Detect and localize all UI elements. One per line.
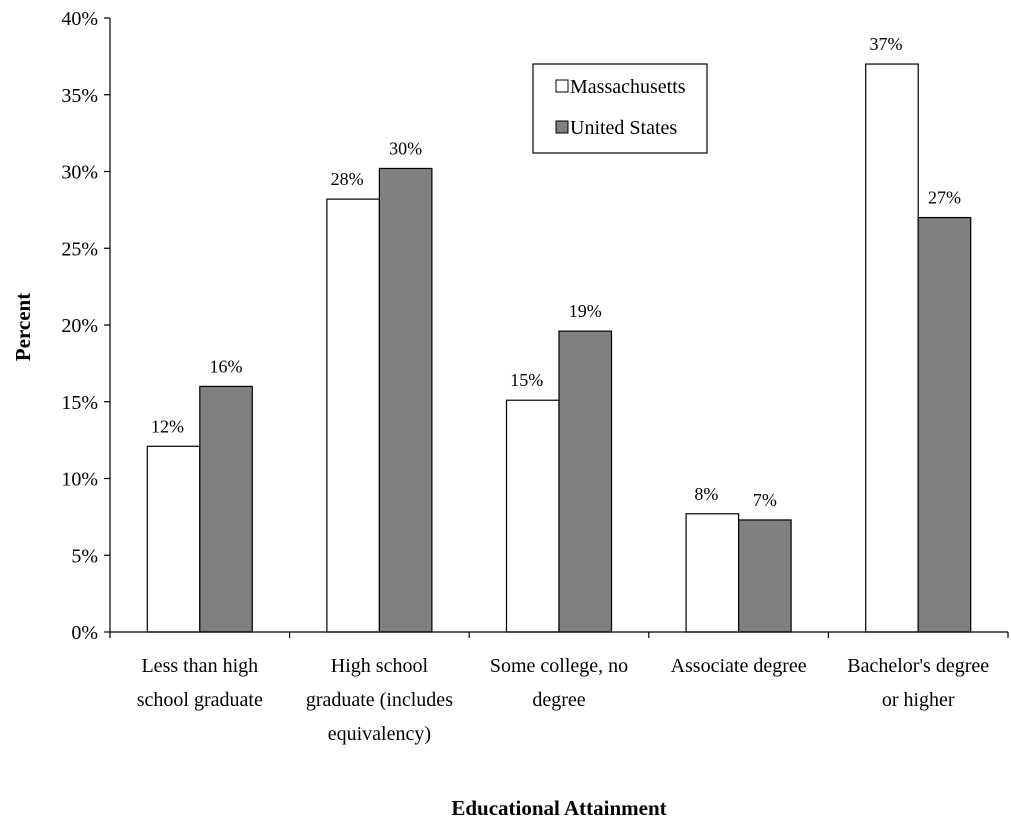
data-labels: 12% 16% 28% 30% 15% 19% 8% 7% 37% 27% [151,34,961,510]
legend-label-massachusetts: Massachusetts [570,76,686,98]
data-label: 12% [151,416,184,436]
x-category-label: High school graduate (includes equivalency… [306,655,453,745]
bar-united-states [378,167,433,633]
data-label: 19% [569,301,602,321]
legend-swatch-massachusetts [555,79,569,93]
x-axis-categories: Less than high school graduate High school… [137,655,989,745]
y-tick-label: 10% [61,469,98,491]
bar-massachusetts [146,445,201,633]
legend-label-united-states: United States [570,117,677,139]
data-label: 15% [510,370,543,390]
axes [109,18,1009,638]
y-tick-label: 30% [61,162,98,184]
bar-united-states [737,519,792,633]
bar-massachusetts [685,513,740,633]
data-label: 30% [389,138,422,158]
data-label: 8% [694,484,718,504]
bar-united-states [558,330,613,633]
bar-massachusetts [326,198,380,633]
x-category-label: Bachelor's degree or higher [847,655,989,711]
bar-united-states [917,216,972,633]
y-axis-ticks: 0% 5% 10% 15% 20% 25% 30% 35% 40% [61,8,110,644]
y-axis-title: Percent [11,293,35,361]
data-label: 27% [928,188,961,208]
bars [146,63,972,633]
data-label: 7% [753,490,777,510]
bar-united-states [199,385,253,633]
y-tick-label: 5% [71,545,98,567]
y-tick-label: 40% [61,8,98,30]
legend: Massachusetts United States [532,63,708,154]
data-label: 37% [869,34,902,54]
data-label: 28% [331,169,364,189]
y-tick-label: 0% [71,622,98,644]
x-axis-title: Educational Attainment [451,796,666,820]
y-tick-label: 15% [61,392,98,414]
y-tick-label: 25% [61,238,98,260]
bar-massachusetts [865,63,919,633]
legend-box [532,63,708,154]
bar-massachusetts [505,399,560,633]
x-category-label: Less than high school graduate [137,655,263,711]
y-tick-label: 20% [61,315,98,337]
x-category-label: Associate degree [671,655,807,677]
x-category-label: Some college, no degree [490,655,628,711]
data-label: 16% [210,356,243,376]
y-tick-label: 35% [61,85,98,107]
legend-swatch-united-states [555,120,569,134]
